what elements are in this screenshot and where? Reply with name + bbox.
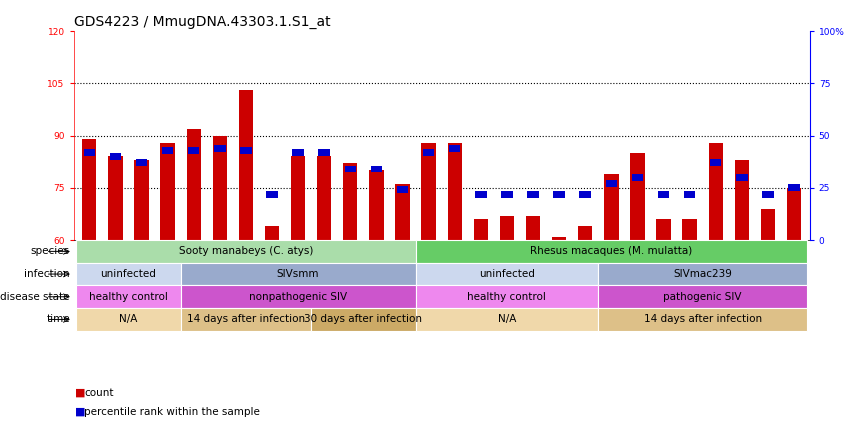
Text: Rhesus macaques (M. mulatta): Rhesus macaques (M. mulatta) (530, 246, 693, 256)
Bar (76, 285, 181, 308)
Bar (684, 190, 695, 198)
Text: pathogenic SIV: pathogenic SIV (663, 292, 742, 302)
Text: 30 days after infection: 30 days after infection (304, 314, 423, 325)
Bar (240, 147, 252, 154)
Bar (736, 174, 747, 181)
Bar (423, 149, 435, 156)
Bar (291, 156, 306, 240)
Text: count: count (84, 388, 113, 398)
Bar (82, 139, 96, 240)
Bar (343, 163, 358, 240)
Bar (188, 147, 199, 154)
Bar (598, 285, 807, 308)
Text: ■: ■ (75, 388, 86, 398)
Bar (181, 285, 416, 308)
Bar (787, 188, 801, 240)
Text: species: species (31, 246, 70, 256)
Bar (449, 145, 461, 151)
Bar (108, 156, 123, 240)
Bar (319, 149, 330, 156)
Bar (76, 308, 181, 331)
Text: N/A: N/A (498, 314, 516, 325)
Bar (181, 308, 311, 331)
Bar (416, 308, 598, 331)
Bar (526, 216, 540, 240)
Text: ■: ■ (75, 407, 86, 417)
Bar (762, 190, 773, 198)
Text: healthy control: healthy control (468, 292, 546, 302)
Bar (416, 240, 807, 263)
Bar (500, 216, 514, 240)
Text: SIVmac239: SIVmac239 (673, 269, 732, 279)
Bar (214, 145, 225, 151)
Bar (598, 308, 807, 331)
Text: Sooty manabeys (C. atys): Sooty manabeys (C. atys) (178, 246, 313, 256)
Bar (265, 226, 279, 240)
Bar (734, 160, 749, 240)
Bar (708, 143, 723, 240)
Text: uninfected: uninfected (100, 269, 157, 279)
Bar (474, 219, 488, 240)
Bar (658, 190, 669, 198)
Bar (656, 219, 670, 240)
Text: time: time (46, 314, 70, 325)
Bar (604, 174, 618, 240)
Text: 14 days after infection: 14 days after infection (643, 314, 762, 325)
Bar (552, 237, 566, 240)
Bar (631, 174, 643, 181)
Bar (682, 219, 697, 240)
Bar (760, 209, 775, 240)
Bar (371, 166, 382, 172)
Bar (788, 184, 800, 191)
Bar (110, 153, 121, 160)
Bar (134, 160, 149, 240)
Bar (527, 190, 539, 198)
Bar (605, 180, 617, 187)
Bar (76, 263, 181, 285)
Text: infection: infection (24, 269, 70, 279)
Bar (181, 263, 416, 285)
Bar (239, 90, 253, 240)
Bar (311, 308, 416, 331)
Text: SIVsmm: SIVsmm (277, 269, 320, 279)
Bar (395, 184, 410, 240)
Bar (213, 135, 227, 240)
Text: healthy control: healthy control (89, 292, 168, 302)
Bar (501, 190, 513, 198)
Bar (397, 186, 408, 194)
Bar (83, 149, 95, 156)
Text: N/A: N/A (120, 314, 138, 325)
Bar (578, 226, 592, 240)
Bar (162, 147, 173, 154)
Bar (266, 190, 278, 198)
Text: GDS4223 / MmugDNA.43303.1.S1_at: GDS4223 / MmugDNA.43303.1.S1_at (74, 15, 330, 29)
Bar (598, 263, 807, 285)
Bar (710, 159, 721, 166)
Text: nonpathogenic SIV: nonpathogenic SIV (249, 292, 347, 302)
Text: percentile rank within the sample: percentile rank within the sample (84, 407, 260, 417)
Bar (136, 159, 147, 166)
Bar (416, 285, 598, 308)
Text: uninfected: uninfected (479, 269, 535, 279)
Bar (186, 129, 201, 240)
Bar (369, 170, 384, 240)
Bar (579, 190, 591, 198)
Bar (160, 143, 175, 240)
Bar (553, 190, 565, 198)
Bar (422, 143, 436, 240)
Bar (475, 190, 487, 198)
Bar (345, 166, 356, 172)
Bar (293, 149, 304, 156)
Bar (317, 156, 332, 240)
Bar (416, 263, 598, 285)
Text: 14 days after infection: 14 days after infection (187, 314, 305, 325)
Bar (448, 143, 462, 240)
Bar (76, 240, 416, 263)
Bar (630, 153, 644, 240)
Text: disease state: disease state (0, 292, 70, 302)
